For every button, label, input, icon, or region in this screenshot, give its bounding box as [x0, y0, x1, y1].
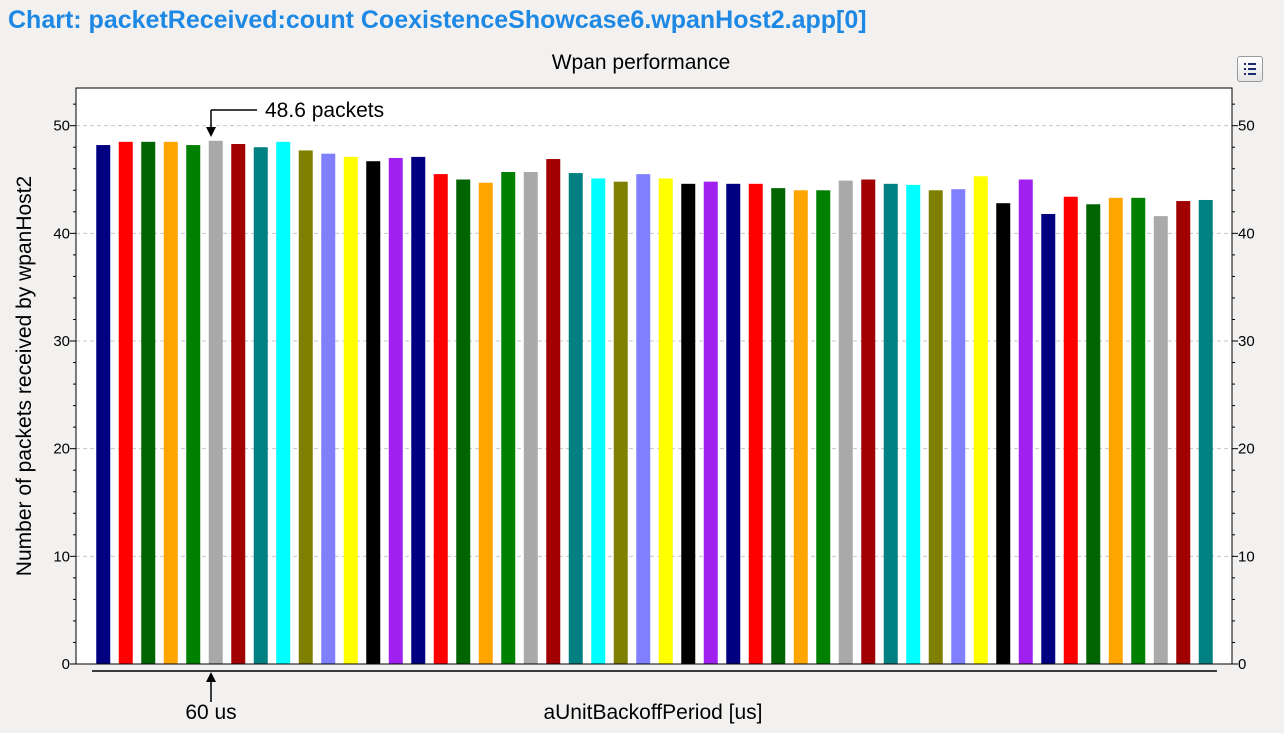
- window-title: Chart: packetReceived:count CoexistenceS…: [8, 6, 867, 34]
- bar[interactable]: [276, 141, 291, 664]
- bar[interactable]: [1063, 196, 1078, 665]
- bar[interactable]: [568, 173, 583, 665]
- bar[interactable]: [118, 141, 133, 664]
- bar[interactable]: [658, 178, 673, 664]
- bar[interactable]: [1086, 204, 1101, 664]
- bar[interactable]: [1041, 213, 1056, 664]
- arrow-down-icon: [206, 127, 216, 137]
- y-tick-label-right: 0: [1238, 656, 1246, 673]
- bar[interactable]: [163, 141, 178, 664]
- bar[interactable]: [996, 203, 1011, 664]
- legend-list-icon: [1244, 63, 1256, 75]
- bar[interactable]: [703, 181, 718, 665]
- bar[interactable]: [1176, 201, 1191, 665]
- axes: 0 0 10 10 20 20 30 30 40 40 50 50: [53, 103, 1255, 673]
- chart-title: Wpan performance: [552, 51, 731, 74]
- y-tick-label-right: 40: [1238, 225, 1255, 242]
- bar[interactable]: [478, 182, 493, 665]
- value-annotation: 48.6 packets: [206, 99, 384, 137]
- bar[interactable]: [523, 171, 538, 665]
- x-axis-label: aUnitBackoffPeriod [us]: [543, 701, 762, 724]
- category-annotation-label: 60 us: [185, 701, 236, 724]
- category-annotation: 60 us: [185, 672, 237, 724]
- bar[interactable]: [793, 190, 808, 664]
- arrow-up-icon: [206, 672, 216, 682]
- bar[interactable]: [1131, 197, 1146, 664]
- y-tick-label-left: 50: [53, 118, 70, 135]
- y-tick-label-left: 30: [53, 333, 70, 350]
- bar[interactable]: [366, 161, 381, 664]
- plot-area: [75, 87, 1233, 665]
- bar[interactable]: [771, 188, 786, 664]
- bar[interactable]: [883, 183, 898, 664]
- y-tick-label-left: 0: [62, 656, 70, 673]
- bar[interactable]: [681, 183, 696, 664]
- bar[interactable]: [388, 157, 403, 665]
- value-annotation-label: 48.6 packets: [265, 99, 384, 122]
- bar[interactable]: [343, 156, 358, 664]
- bar[interactable]: [501, 171, 516, 665]
- bar[interactable]: [1018, 179, 1033, 664]
- bar[interactable]: [973, 176, 988, 664]
- bar[interactable]: [321, 153, 336, 665]
- bar[interactable]: [411, 156, 426, 664]
- y-tick-label-right: 30: [1238, 333, 1255, 350]
- bar[interactable]: [928, 190, 943, 664]
- bar[interactable]: [906, 184, 921, 664]
- bar[interactable]: [186, 145, 201, 664]
- bar[interactable]: [433, 174, 448, 664]
- bar[interactable]: [816, 190, 831, 664]
- bar[interactable]: [951, 189, 966, 664]
- bar[interactable]: [253, 147, 268, 664]
- y-tick-label-right: 50: [1238, 118, 1255, 135]
- bars: [96, 140, 1213, 665]
- bar[interactable]: [838, 180, 853, 664]
- bar[interactable]: [141, 141, 156, 664]
- bar[interactable]: [636, 174, 651, 664]
- bar[interactable]: [1108, 197, 1123, 664]
- bar[interactable]: [298, 150, 313, 664]
- plot-background: [76, 88, 1232, 664]
- y-tick-label-left: 10: [53, 548, 70, 565]
- bar[interactable]: [456, 179, 471, 664]
- bar[interactable]: [861, 179, 876, 664]
- bar[interactable]: [1198, 199, 1213, 664]
- y-tick-label-left: 40: [53, 225, 70, 242]
- grid: [76, 125, 1232, 557]
- bar[interactable]: [1153, 216, 1168, 664]
- legend-toggle-button[interactable]: [1237, 56, 1263, 82]
- bar[interactable]: [591, 178, 606, 664]
- y-tick-label-right: 20: [1238, 441, 1255, 458]
- bar[interactable]: [726, 183, 741, 664]
- y-axis-label: Number of packets received by wpanHost2: [13, 176, 36, 576]
- bar[interactable]: [208, 140, 223, 664]
- y-tick-label-right: 10: [1238, 548, 1255, 565]
- plot-frame: [75, 87, 1233, 665]
- y-tick-label-left: 20: [53, 441, 70, 458]
- bar[interactable]: [613, 181, 628, 665]
- bar[interactable]: [546, 159, 561, 664]
- bar[interactable]: [96, 145, 111, 664]
- bar[interactable]: [748, 183, 763, 664]
- bar[interactable]: [231, 143, 246, 665]
